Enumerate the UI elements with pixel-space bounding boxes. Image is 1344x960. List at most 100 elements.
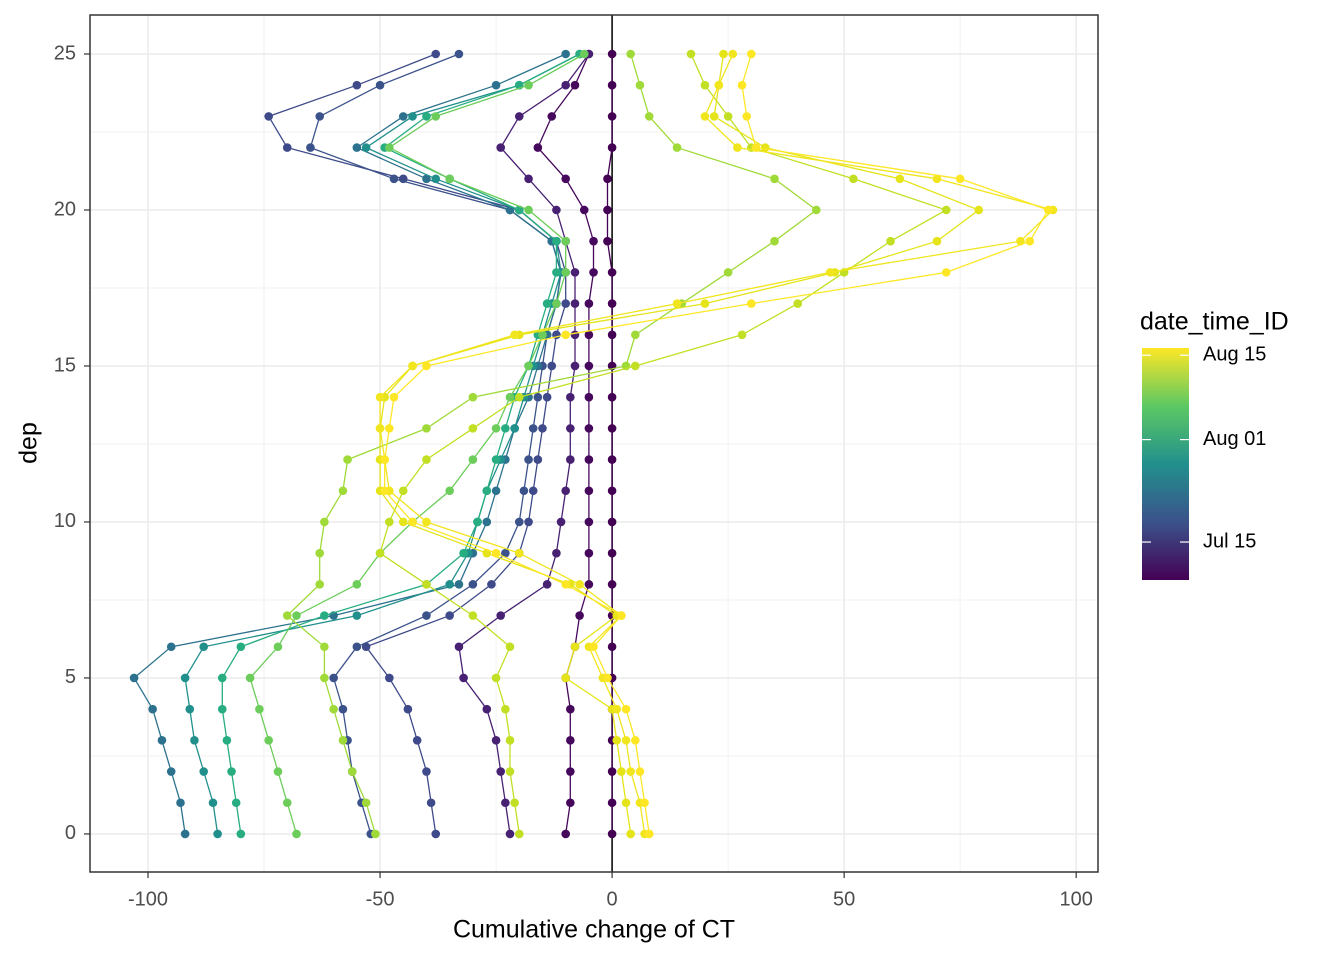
series-line [537, 53, 595, 834]
point [566, 798, 575, 808]
point [626, 49, 635, 59]
point [422, 455, 431, 464]
point [607, 829, 617, 839]
point [398, 112, 408, 121]
point [315, 548, 325, 558]
point [570, 361, 580, 371]
point [245, 673, 255, 683]
point [607, 424, 617, 433]
point [612, 736, 622, 745]
point [547, 112, 557, 121]
point [932, 236, 942, 246]
point [561, 80, 570, 90]
point [519, 486, 529, 496]
point [422, 424, 431, 433]
point [412, 736, 422, 745]
point [217, 673, 227, 683]
point [561, 268, 570, 277]
point [607, 548, 617, 558]
point [352, 580, 362, 589]
point [524, 205, 533, 215]
point [398, 517, 408, 527]
point [607, 486, 617, 496]
point [566, 424, 575, 433]
point [375, 80, 385, 90]
point [445, 611, 454, 620]
point [728, 49, 738, 59]
legend-label: Aug 01 [1203, 428, 1266, 450]
point [528, 424, 538, 433]
point [579, 49, 589, 59]
point [129, 673, 139, 683]
point [747, 299, 756, 308]
point [584, 486, 594, 496]
point [385, 517, 394, 527]
point [700, 299, 710, 308]
point [533, 392, 543, 402]
series-line [384, 53, 1050, 834]
point [422, 767, 431, 776]
point [737, 330, 747, 340]
point [408, 361, 417, 371]
y-axis-title: dep [15, 422, 43, 464]
point [570, 330, 580, 340]
point [561, 330, 570, 340]
point [422, 517, 431, 527]
point [672, 143, 682, 152]
point [570, 299, 580, 308]
point [737, 80, 747, 90]
point [524, 80, 533, 90]
point [403, 704, 413, 714]
panel-border [89, 14, 1099, 873]
point [1025, 236, 1035, 246]
point [607, 798, 617, 808]
point [338, 736, 348, 745]
point [422, 361, 431, 371]
point [385, 424, 394, 433]
legend-label: Jul 15 [1203, 530, 1256, 552]
point [556, 517, 566, 527]
point [974, 205, 984, 215]
point [422, 174, 431, 184]
point [612, 704, 622, 714]
point [626, 829, 635, 839]
point [320, 517, 329, 527]
point [361, 642, 371, 652]
x-tick-label: 0 [607, 888, 618, 910]
point [709, 112, 719, 121]
series-line [606, 54, 613, 834]
point [320, 642, 329, 652]
plot-marks [129, 15, 1058, 872]
point [282, 798, 292, 808]
point [431, 49, 441, 59]
point [533, 455, 543, 464]
point [751, 143, 761, 152]
point [631, 361, 640, 371]
point [514, 112, 524, 121]
legend-label: Aug 15 [1203, 344, 1266, 366]
point [491, 455, 501, 464]
point [505, 392, 515, 402]
point [603, 205, 612, 215]
point [575, 611, 584, 620]
point [491, 486, 501, 496]
point [561, 49, 570, 59]
point [273, 767, 283, 776]
point [524, 361, 533, 371]
point [329, 704, 338, 714]
point [422, 611, 431, 620]
point [607, 143, 617, 152]
point [514, 392, 524, 402]
point [941, 205, 951, 215]
point [510, 798, 519, 808]
point [733, 143, 742, 152]
point [607, 330, 617, 340]
point [501, 548, 510, 558]
point [454, 580, 464, 589]
point [445, 580, 454, 589]
point [222, 736, 232, 745]
point [510, 330, 519, 340]
y-tick-label: 10 [54, 510, 76, 532]
point [524, 455, 533, 464]
point [510, 424, 519, 433]
